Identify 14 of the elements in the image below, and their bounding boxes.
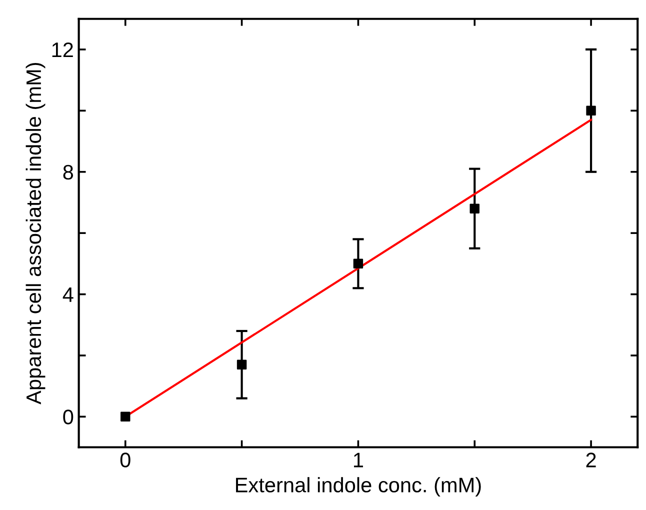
point [353, 258, 364, 269]
x-tick-label: 0 [120, 452, 130, 468]
y-axis-title: Apparent cell associated indole (mM) [26, 62, 46, 404]
y-tick-label: 4 [62, 287, 74, 302]
x-tick-label: 2 [586, 452, 596, 468]
point [586, 106, 596, 116]
point [470, 204, 480, 214]
x-axis-title: External indole conc. (mM) [236, 477, 481, 497]
point [120, 412, 130, 422]
y-tick-label: 8 [63, 164, 74, 180]
x-tick-label: 1 [354, 452, 363, 468]
y-tick-label: 0 [63, 410, 74, 424]
point [236, 360, 247, 370]
y-tick-label: 12 [52, 42, 73, 58]
